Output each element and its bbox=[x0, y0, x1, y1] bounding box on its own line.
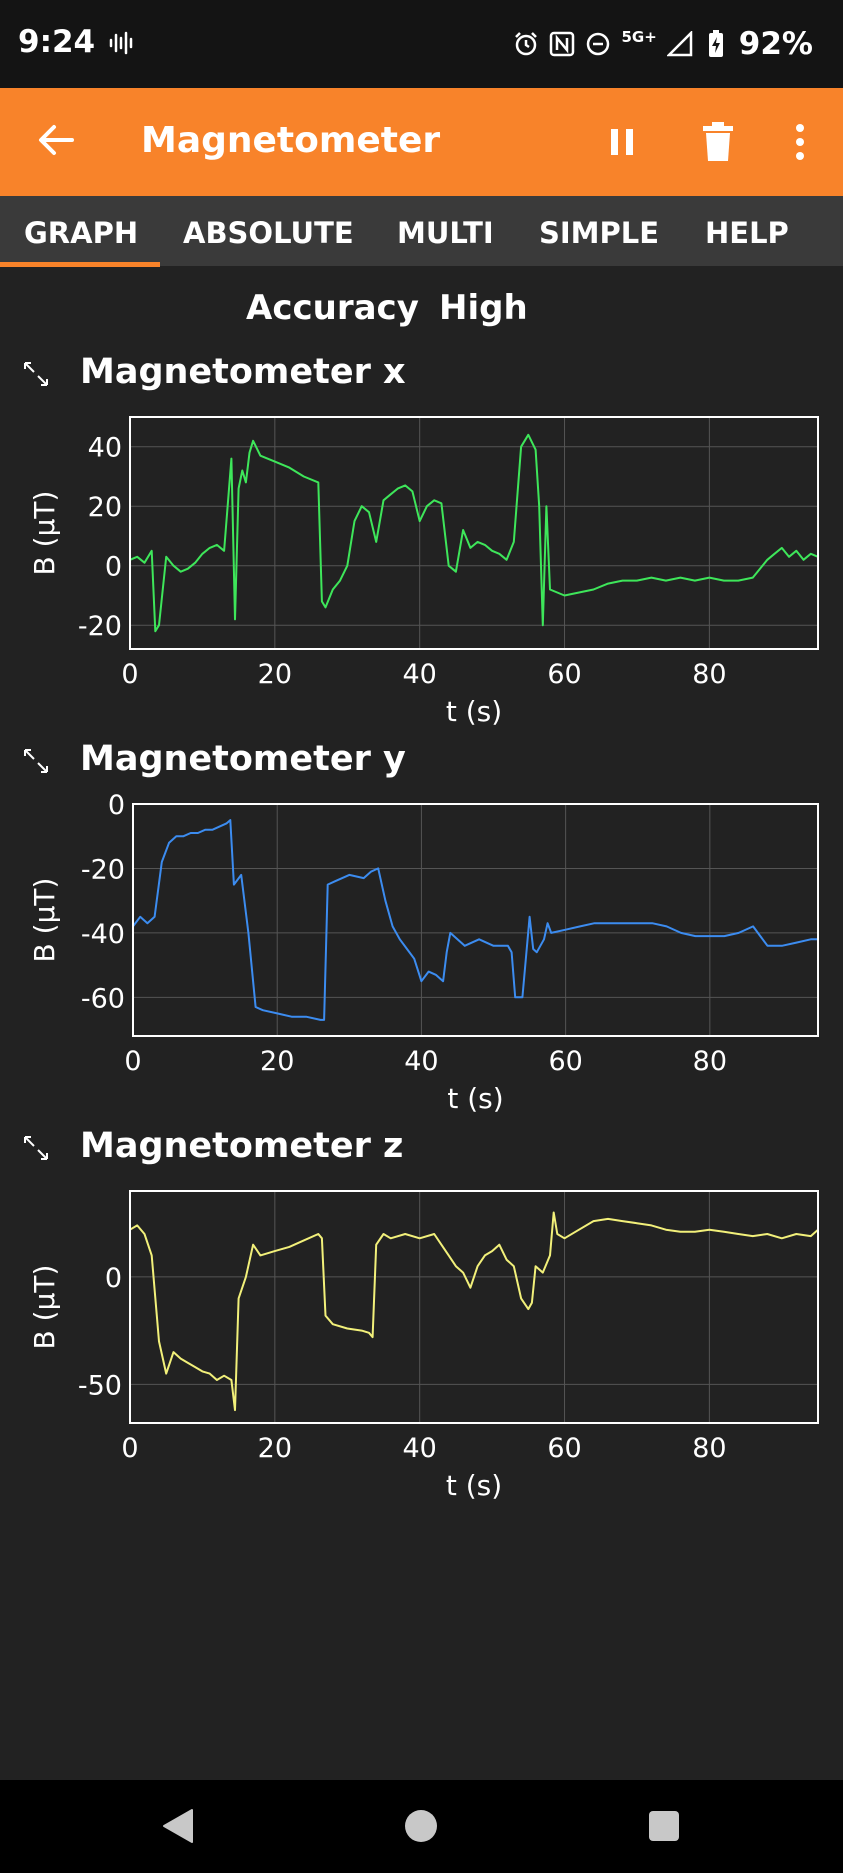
x-axis-label: t (s) bbox=[446, 695, 502, 728]
x-tick-label: 60 bbox=[547, 659, 581, 690]
active-tab-indicator bbox=[0, 262, 160, 267]
x-tick-label: 80 bbox=[692, 659, 726, 690]
y-tick-label: -20 bbox=[78, 611, 122, 642]
voicemail-wave-icon bbox=[108, 30, 136, 62]
y-axis-label: B (µT) bbox=[28, 1265, 61, 1350]
pause-icon[interactable] bbox=[602, 122, 642, 162]
graph-title-y: Magnetometer y bbox=[80, 739, 406, 779]
series-line bbox=[129, 433, 819, 633]
expand-icon[interactable] bbox=[22, 360, 50, 388]
tab-graph[interactable]: GRAPH bbox=[24, 216, 139, 250]
expand-icon[interactable] bbox=[22, 1134, 50, 1162]
y-tick-label: 0 bbox=[105, 1263, 122, 1294]
x-axis-label: t (s) bbox=[447, 1082, 503, 1115]
x-tick-label: 40 bbox=[404, 1046, 438, 1077]
tab-bar: GRAPH ABSOLUTE MULTI SIMPLE HELP bbox=[0, 196, 843, 266]
back-arrow-icon[interactable] bbox=[34, 118, 78, 162]
network-type: 5G+ bbox=[621, 28, 657, 46]
y-tick-label: -40 bbox=[81, 919, 125, 950]
tab-simple[interactable]: SIMPLE bbox=[539, 216, 660, 250]
graph-title-z: Magnetometer z bbox=[80, 1126, 404, 1166]
status-time: 9:24 bbox=[18, 24, 96, 60]
app-title: Magnetometer bbox=[141, 120, 441, 161]
plot-frame bbox=[129, 1190, 819, 1424]
do-not-disturb-icon bbox=[585, 31, 611, 57]
tab-help[interactable]: HELP bbox=[705, 216, 789, 250]
graph-title-x: Magnetometer x bbox=[80, 352, 406, 392]
y-tick-label: -20 bbox=[81, 854, 125, 885]
status-bar: 9:24 5G+ 92% bbox=[0, 0, 843, 88]
y-tick-label: -50 bbox=[78, 1370, 122, 1401]
plot-area bbox=[130, 417, 818, 649]
y-tick-label: 40 bbox=[88, 433, 122, 464]
y-tick-label: 20 bbox=[88, 492, 122, 523]
app-bar: Magnetometer bbox=[0, 88, 843, 196]
y-tick-label: -60 bbox=[81, 983, 125, 1014]
x-tick-label: 80 bbox=[693, 1046, 727, 1077]
tab-absolute[interactable]: ABSOLUTE bbox=[183, 216, 354, 250]
recents-square-icon[interactable] bbox=[646, 1806, 682, 1846]
x-tick-label: 40 bbox=[403, 659, 437, 690]
x-tick-label: 80 bbox=[692, 1433, 726, 1464]
more-vert-icon[interactable] bbox=[786, 120, 814, 164]
y-axis-label: B (µT) bbox=[28, 878, 61, 963]
y-tick-label: 0 bbox=[105, 552, 122, 583]
x-tick-label: 40 bbox=[403, 1433, 437, 1464]
tab-multi[interactable]: MULTI bbox=[397, 216, 494, 250]
accuracy-label: Accuracy bbox=[246, 288, 419, 328]
x-tick-label: 0 bbox=[121, 659, 138, 690]
navigation-bar bbox=[0, 1780, 843, 1873]
y-tick-label: 0 bbox=[108, 790, 125, 821]
plot-area bbox=[133, 804, 818, 1036]
plot-frame bbox=[132, 803, 819, 1037]
x-tick-label: 20 bbox=[258, 1433, 292, 1464]
y-axis-label: B (µT) bbox=[28, 491, 61, 576]
nfc-icon bbox=[549, 31, 575, 57]
signal-icon bbox=[666, 31, 693, 57]
x-tick-label: 60 bbox=[547, 1433, 581, 1464]
series-line bbox=[129, 1211, 819, 1412]
alarm-icon bbox=[513, 31, 539, 57]
x-tick-label: 60 bbox=[548, 1046, 582, 1077]
home-circle-icon[interactable] bbox=[403, 1806, 439, 1846]
delete-icon[interactable] bbox=[700, 120, 736, 164]
series-line bbox=[132, 819, 818, 1021]
plot-frame bbox=[129, 416, 819, 650]
accuracy-value: High bbox=[439, 288, 528, 328]
battery-charging-icon bbox=[703, 30, 729, 57]
status-icons: 5G+ 92% bbox=[513, 26, 813, 62]
expand-icon[interactable] bbox=[22, 747, 50, 775]
chart-magnetometer-y[interactable]: 0 20 40 60 80 -60 -40 -20 0 t (s) B (µT) bbox=[0, 787, 843, 1173]
x-tick-label: 0 bbox=[124, 1046, 141, 1077]
x-tick-label: 20 bbox=[260, 1046, 294, 1077]
battery-level: 92% bbox=[738, 26, 813, 62]
back-triangle-icon[interactable] bbox=[160, 1806, 196, 1846]
chart-magnetometer-x[interactable]: 0 20 40 60 80 -20 0 20 40 t (s) B (µT) bbox=[0, 400, 843, 786]
x-axis-label: t (s) bbox=[446, 1469, 502, 1502]
x-tick-label: 20 bbox=[258, 659, 292, 690]
x-tick-label: 0 bbox=[121, 1433, 138, 1464]
chart-magnetometer-z[interactable]: 0 20 40 60 80 -50 0 t (s) B (µT) bbox=[0, 1174, 843, 1560]
